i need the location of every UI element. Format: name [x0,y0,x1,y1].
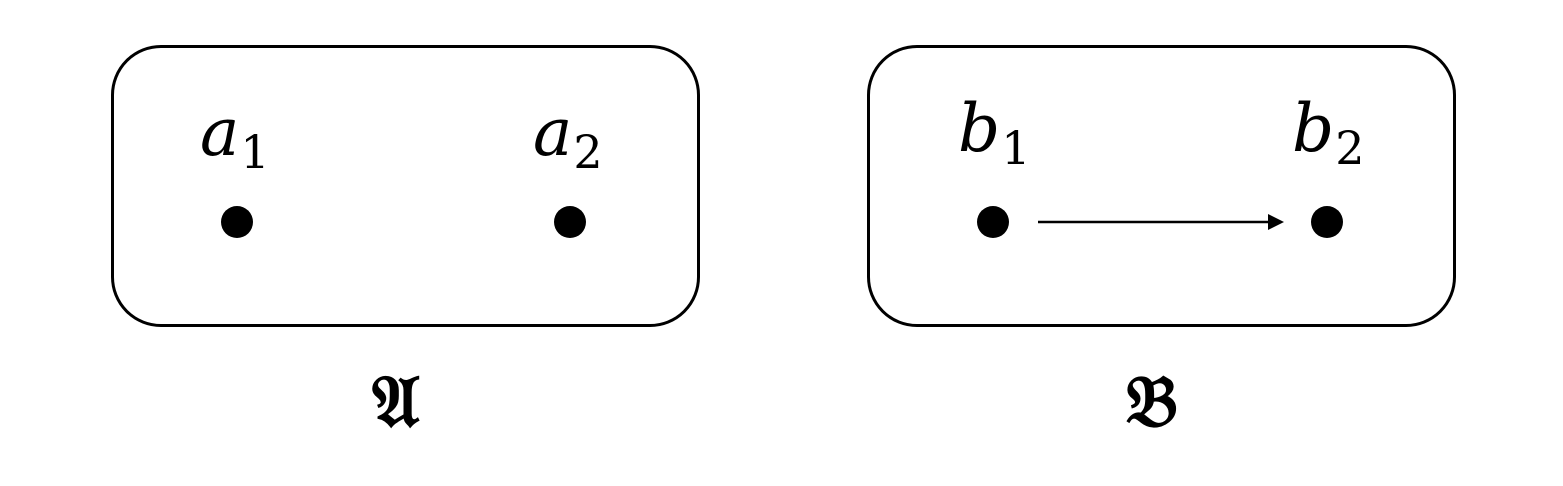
element-b2-index: 2 [1335,120,1365,175]
structure-b-box [867,45,1456,327]
element-b1-index: 1 [1001,120,1031,175]
element-b2-letter: b [1292,90,1335,167]
structure-a-name: 𝔄 [372,358,420,443]
element-a1-index: 1 [240,124,270,179]
element-a2-letter: a [533,94,573,171]
element-a2-node [554,206,586,238]
element-a2-index: 2 [573,124,603,179]
element-b2-node [1311,206,1343,238]
element-b1-letter: b [958,90,1001,167]
edge-b1-b2-arrowhead [1268,214,1284,230]
element-a2-label: a2 [533,100,603,175]
element-b1-node [977,206,1009,238]
element-b1-label: b1 [958,96,1031,171]
element-a1-label: a1 [200,100,270,175]
element-a1-node [221,206,253,238]
structure-b-name: 𝔅 [1126,358,1178,443]
element-b2-label: b2 [1292,96,1365,171]
structure-a-box [111,45,700,327]
element-a1-letter: a [200,94,240,171]
